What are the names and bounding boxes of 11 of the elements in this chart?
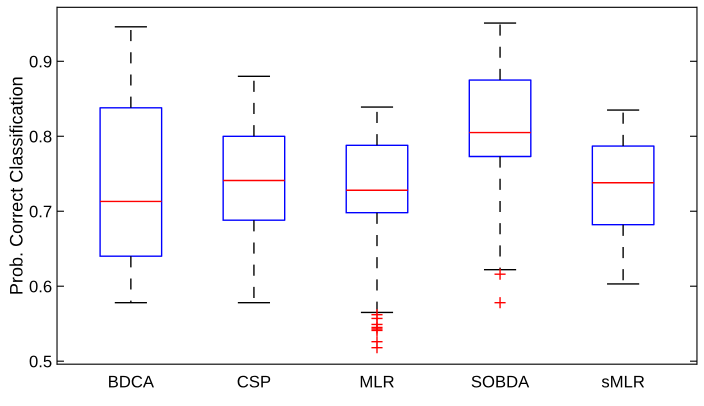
y-tick-label: 0.5	[30, 356, 52, 368]
y-tick-label: 0.9	[30, 56, 52, 68]
x-tick-label: MLR	[360, 376, 394, 388]
y-axis-title: Prob. Correct Classification	[9, 78, 23, 294]
x-tick-label: BDCA	[109, 376, 154, 388]
y-tick-label: 0.6	[30, 280, 52, 292]
x-tick-label: SOBDA	[472, 376, 530, 388]
x-tick-label: CSP	[238, 376, 270, 388]
y-tick-label: 0.7	[30, 206, 52, 218]
x-tick-label: sMLR	[602, 376, 644, 388]
y-tick-label: 0.8	[30, 130, 52, 142]
